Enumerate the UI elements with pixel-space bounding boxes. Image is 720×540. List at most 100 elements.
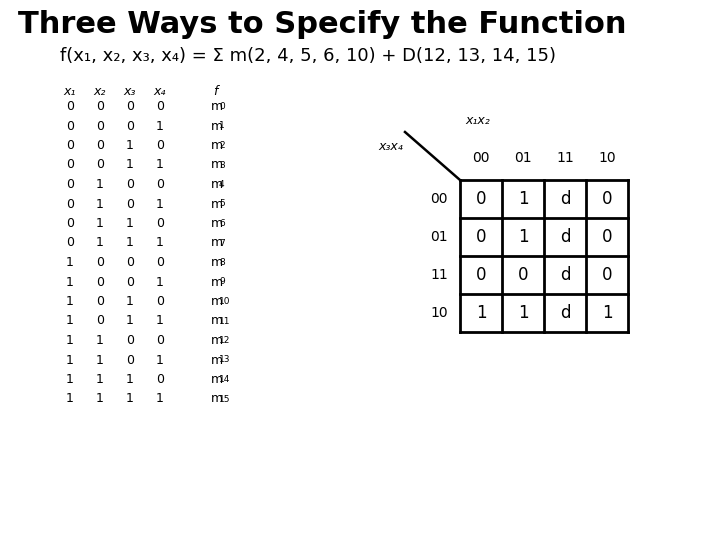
Text: m: m (211, 100, 223, 113)
Text: 1: 1 (96, 217, 104, 230)
Text: 1: 1 (156, 275, 164, 288)
Text: 11: 11 (431, 268, 448, 282)
Text: 1: 1 (96, 373, 104, 386)
Text: 0: 0 (219, 102, 225, 111)
Text: m: m (211, 295, 223, 308)
Text: 0: 0 (126, 178, 134, 191)
Text: 14: 14 (219, 375, 230, 384)
Text: 0: 0 (96, 275, 104, 288)
Text: 1: 1 (126, 295, 134, 308)
Text: 0: 0 (126, 354, 134, 367)
Text: 1: 1 (219, 122, 225, 131)
Text: 3: 3 (219, 160, 225, 170)
Text: 1: 1 (66, 393, 74, 406)
Text: 0: 0 (66, 119, 74, 132)
Text: 0: 0 (156, 256, 164, 269)
Text: m: m (211, 256, 223, 269)
Text: 1: 1 (126, 139, 134, 152)
Text: 0: 0 (66, 159, 74, 172)
Text: m: m (211, 139, 223, 152)
Text: 13: 13 (219, 355, 230, 364)
Text: 1: 1 (66, 295, 74, 308)
Text: x₁x₂: x₁x₂ (466, 114, 490, 127)
Text: 00: 00 (431, 192, 448, 206)
Text: 1: 1 (126, 314, 134, 327)
Text: 1: 1 (66, 334, 74, 347)
Text: 1: 1 (126, 237, 134, 249)
Text: 0: 0 (126, 198, 134, 211)
Text: 0: 0 (518, 266, 528, 284)
Text: m: m (211, 237, 223, 249)
Text: 1: 1 (66, 354, 74, 367)
Text: x₃: x₃ (124, 85, 136, 98)
Text: 15: 15 (219, 395, 230, 403)
Text: 0: 0 (156, 139, 164, 152)
Text: 0: 0 (126, 275, 134, 288)
Text: 1: 1 (156, 354, 164, 367)
Text: 0: 0 (96, 100, 104, 113)
Text: 9: 9 (219, 278, 225, 287)
Text: 10: 10 (598, 151, 616, 165)
Text: 0: 0 (126, 334, 134, 347)
Text: 4: 4 (219, 180, 225, 189)
Text: 0: 0 (126, 119, 134, 132)
Text: f: f (213, 85, 217, 98)
Text: 11: 11 (556, 151, 574, 165)
Text: 10: 10 (219, 297, 230, 306)
Text: 1: 1 (126, 159, 134, 172)
Text: d: d (559, 266, 570, 284)
Text: 0: 0 (66, 217, 74, 230)
Text: 0: 0 (156, 295, 164, 308)
Text: 1: 1 (518, 304, 528, 322)
Text: 1: 1 (66, 373, 74, 386)
Text: 0: 0 (66, 139, 74, 152)
Text: 5: 5 (219, 199, 225, 208)
Text: 1: 1 (126, 373, 134, 386)
Text: 1: 1 (66, 256, 74, 269)
Text: 1: 1 (96, 354, 104, 367)
Text: 1: 1 (156, 393, 164, 406)
Text: 1: 1 (156, 198, 164, 211)
Text: 1: 1 (126, 217, 134, 230)
Text: m: m (211, 178, 223, 191)
Text: 1: 1 (96, 178, 104, 191)
Text: 1: 1 (156, 237, 164, 249)
Text: 0: 0 (476, 190, 486, 208)
Text: 7: 7 (219, 239, 225, 247)
Text: 0: 0 (156, 334, 164, 347)
Text: 1: 1 (476, 304, 486, 322)
Text: 1: 1 (518, 228, 528, 246)
Text: 1: 1 (66, 275, 74, 288)
Text: 0: 0 (156, 100, 164, 113)
Text: x₃x₄: x₃x₄ (378, 140, 403, 153)
Text: Three Ways to Specify the Function: Three Ways to Specify the Function (18, 10, 626, 39)
Text: 1: 1 (96, 393, 104, 406)
Text: 0: 0 (96, 159, 104, 172)
Text: 11: 11 (219, 316, 230, 326)
Text: 01: 01 (514, 151, 532, 165)
Text: d: d (559, 190, 570, 208)
Text: 0: 0 (156, 178, 164, 191)
Text: m: m (211, 393, 223, 406)
Text: 0: 0 (602, 266, 612, 284)
Text: 0: 0 (66, 100, 74, 113)
Text: 0: 0 (96, 314, 104, 327)
Text: m: m (211, 198, 223, 211)
Text: 0: 0 (126, 256, 134, 269)
Text: 0: 0 (156, 217, 164, 230)
Text: 0: 0 (66, 198, 74, 211)
Text: m: m (211, 217, 223, 230)
Text: x₄: x₄ (154, 85, 166, 98)
Text: d: d (559, 228, 570, 246)
Text: 6: 6 (219, 219, 225, 228)
Text: 0: 0 (476, 228, 486, 246)
Text: 0: 0 (96, 295, 104, 308)
Text: 1: 1 (66, 314, 74, 327)
Text: 1: 1 (126, 393, 134, 406)
Text: m: m (211, 314, 223, 327)
Text: m: m (211, 119, 223, 132)
Text: 0: 0 (156, 373, 164, 386)
Text: 1: 1 (156, 314, 164, 327)
Text: 1: 1 (96, 198, 104, 211)
Text: 1: 1 (518, 190, 528, 208)
